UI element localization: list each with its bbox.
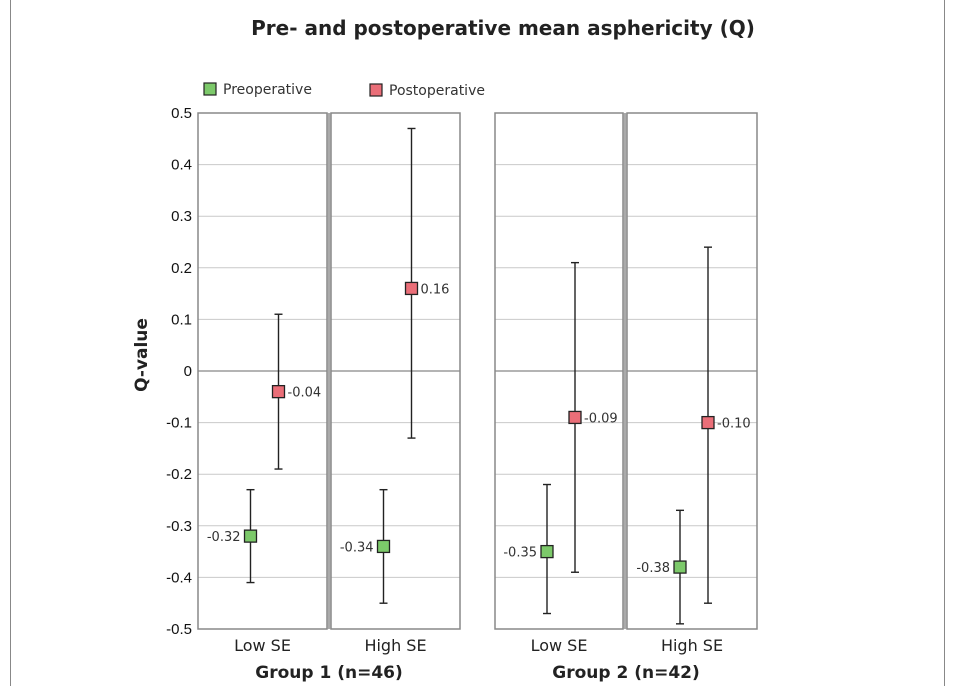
- y-tick-label: 0.2: [171, 260, 192, 277]
- y-tick-label: 0.5: [171, 105, 192, 122]
- chart-title: Pre- and postoperative mean asphericity …: [251, 16, 755, 40]
- y-tick-label: 0.1: [171, 311, 192, 328]
- legend-label-postoperative: Postoperative: [389, 83, 485, 99]
- y-tick-label: 0: [184, 363, 192, 380]
- x-labels: Low SE High SE Group 1 (n=46) Low SE High SE…: [234, 636, 723, 683]
- category-label: High SE: [364, 636, 426, 655]
- value-label-preoperative: -0.38: [636, 561, 670, 576]
- mean-marker-preoperative: [243, 529, 258, 543]
- mean-marker-postoperative: [271, 384, 286, 399]
- figure-frame: [10, 0, 945, 686]
- legend-swatch-postoperative: [369, 83, 383, 97]
- y-tick-label: -0.4: [166, 569, 192, 586]
- value-label-preoperative: -0.34: [340, 540, 374, 555]
- value-label-postoperative: -0.10: [717, 417, 751, 432]
- mean-marker-postoperative: [701, 415, 715, 430]
- y-tick-label: 0.4: [171, 157, 192, 174]
- y-ticks: 0.5 0.4 0.3 0.2 0.1 0 -0.1 -0.2 -0.3 -0.4 -0.5: [166, 105, 192, 638]
- group-label: Group 2 (n=42): [552, 663, 700, 683]
- value-label-postoperative: -0.09: [584, 411, 618, 426]
- y-tick-label: -0.3: [166, 518, 192, 535]
- legend-label-preoperative: Preoperative: [223, 82, 312, 98]
- panel-frame: [626, 112, 758, 630]
- y-tick-label: -0.2: [166, 466, 192, 483]
- category-label: Low SE: [531, 636, 588, 655]
- mean-marker-preoperative: [540, 544, 554, 559]
- y-tick-label: -0.1: [166, 415, 192, 432]
- value-label-preoperative: -0.35: [503, 546, 537, 561]
- value-label-postoperative: -0.04: [288, 386, 322, 401]
- panels: [197, 112, 758, 630]
- category-label: High SE: [661, 636, 723, 655]
- legend: Preoperative Postoperative: [203, 82, 485, 99]
- value-label-preoperative: -0.32: [207, 530, 241, 545]
- panel-frame: [494, 112, 624, 630]
- mean-marker-postoperative: [568, 410, 582, 425]
- mean-marker-preoperative: [376, 539, 391, 554]
- legend-swatch-preoperative: [203, 82, 217, 96]
- group-label: Group 1 (n=46): [255, 663, 403, 683]
- y-axis-label: Q-value: [132, 318, 152, 392]
- panel-frame: [197, 112, 328, 630]
- y-tick-label: 0.3: [171, 208, 192, 225]
- mean-marker-postoperative: [404, 281, 419, 296]
- panel-frame: [330, 112, 461, 630]
- data-marks: -0.32 -0.04 -0.34 0.16 -0.35 -0.09 -0.38 -0.10: [207, 127, 751, 625]
- mean-marker-preoperative: [673, 560, 687, 574]
- category-label: Low SE: [234, 636, 291, 655]
- y-tick-label: -0.5: [166, 621, 192, 638]
- value-label-postoperative: 0.16: [421, 282, 450, 297]
- gridlines: [198, 112, 757, 630]
